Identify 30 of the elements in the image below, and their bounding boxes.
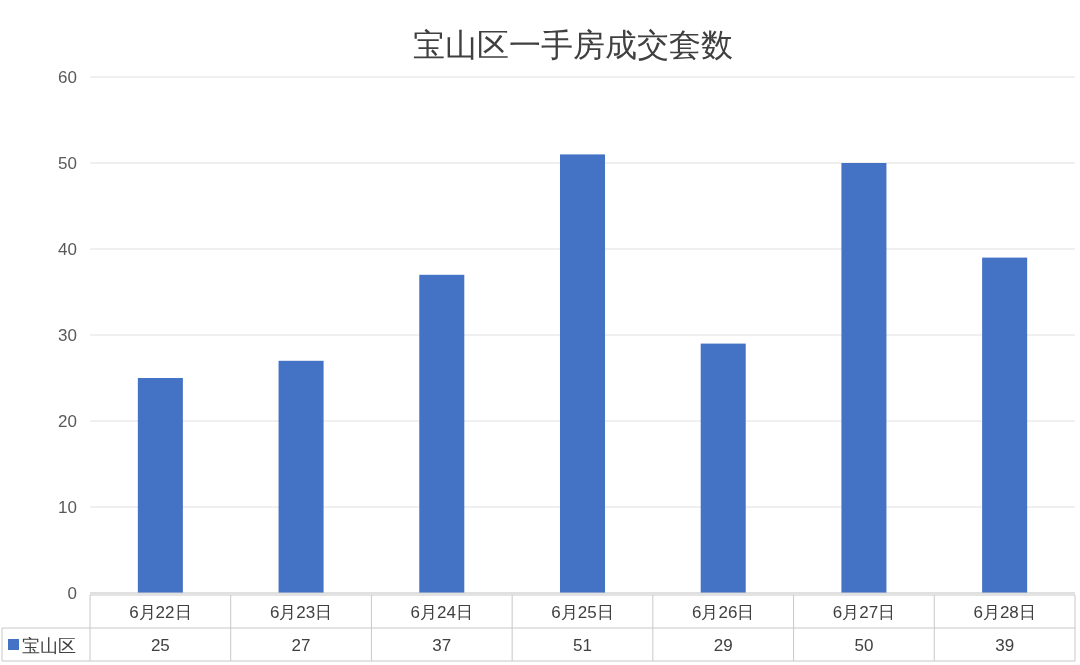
bar	[137, 378, 183, 593]
y-tick-label: 10	[58, 498, 77, 517]
bar	[278, 360, 324, 593]
y-tick-label: 60	[58, 68, 77, 87]
data-label: 50	[854, 636, 874, 655]
y-tick-label: 20	[58, 412, 77, 431]
bar	[841, 163, 887, 593]
data-label: 51	[573, 636, 592, 655]
x-tick-label: 6月25日	[551, 603, 614, 622]
bar	[559, 154, 606, 593]
data-label: 37	[432, 636, 452, 655]
y-tick-label: 0	[67, 584, 77, 603]
bar	[700, 343, 746, 593]
y-tick-label: 50	[58, 154, 77, 173]
data-label: 25	[150, 636, 170, 655]
y-tick-label: 30	[58, 326, 77, 345]
bar	[419, 274, 465, 593]
data-label: 27	[291, 636, 311, 655]
y-tick-label: 40	[58, 240, 77, 259]
data-label: 29	[713, 636, 733, 655]
bar	[982, 257, 1028, 593]
x-tick-label: 6月26日	[692, 603, 755, 622]
x-tick-label: 6月27日	[832, 603, 896, 622]
x-tick-label: 6月23日	[269, 603, 333, 622]
x-tick-label: 6月22日	[129, 603, 192, 622]
x-tick-label: 6月28日	[973, 603, 1036, 622]
legend-label: 宝山区	[22, 636, 76, 656]
chart-title: 宝山区一手房成交套数	[412, 26, 733, 64]
data-label: 39	[995, 636, 1015, 655]
x-tick-label: 6月24日	[410, 603, 473, 622]
